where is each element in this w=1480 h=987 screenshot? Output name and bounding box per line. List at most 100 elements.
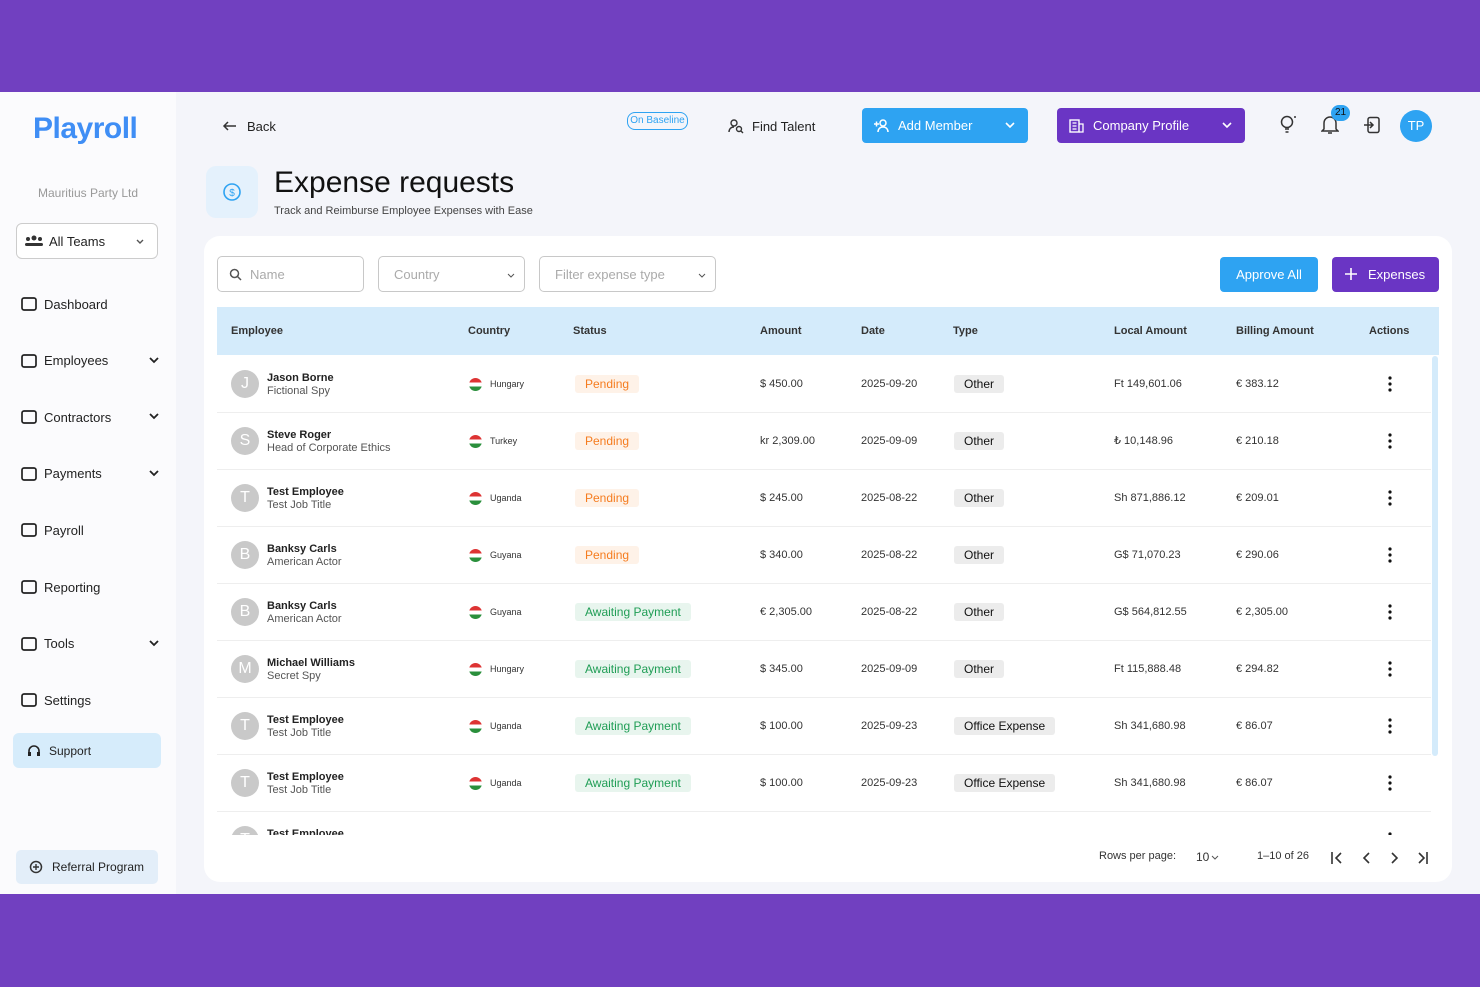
employee-name[interactable]: Banksy Carls <box>267 543 337 555</box>
status-pill: Pending <box>575 432 640 450</box>
prev-page[interactable] <box>1362 852 1370 864</box>
svg-text:$: $ <box>229 188 235 199</box>
chevron <box>136 239 144 244</box>
rows-per-page-label: Rows per page: <box>1099 850 1177 862</box>
date: 2025-09-09 <box>861 435 918 447</box>
company-profile-button[interactable]: Company Profile <box>1057 108 1245 143</box>
table-row: B Banksy Carls American Actor Guyana Pending… <box>217 527 1431 584</box>
tips-icon[interactable] <box>1278 114 1298 136</box>
table-row: T Test Employee Test Job Title Uganda Awaiti… <box>217 755 1431 812</box>
employee-name[interactable]: Michael Williams <box>267 657 355 669</box>
status-pill: Awaiting Payment <box>575 717 691 735</box>
company-icon <box>1069 119 1084 133</box>
nav-label: Payroll <box>44 522 84 538</box>
table-body: J Jason Borne Fictional Spy Hungary Pending $… <box>217 356 1431 835</box>
add-expense-label: Expenses <box>1368 267 1426 282</box>
column-header: Actions <box>1369 325 1410 337</box>
nav-item[interactable]: Dashboard <box>20 292 164 316</box>
row-actions[interactable] <box>1387 490 1393 506</box>
employee-name[interactable]: Test Employee <box>267 828 344 835</box>
table-row: T Test Employee Test Job Title Uganda Awaiti… <box>217 698 1431 755</box>
nav-icon <box>21 297 37 311</box>
nav-item[interactable]: Payroll <box>20 518 164 542</box>
amount: $ 450.00 <box>760 378 803 390</box>
scrollbar[interactable] <box>1432 356 1438 756</box>
billing-amount: € 210.18 <box>1236 435 1279 447</box>
employee-name[interactable]: Test Employee <box>267 486 344 498</box>
row-actions[interactable] <box>1387 547 1393 563</box>
employee-avatar: S <box>231 427 259 455</box>
type-select[interactable]: Filter expense type <box>539 256 716 292</box>
country-flag <box>469 435 482 448</box>
user-avatar[interactable]: TP <box>1400 110 1432 142</box>
nav-item[interactable]: Employees <box>20 349 164 373</box>
country-flag <box>469 777 482 790</box>
row-actions[interactable] <box>1387 718 1393 734</box>
support-button[interactable]: Support <box>13 733 161 768</box>
employee-job: American Actor <box>267 613 342 625</box>
sidebar: Playroll Mauritius Party Ltd All Teams D… <box>0 92 176 894</box>
employee-name[interactable]: Test Employee <box>267 714 344 726</box>
date: 2025-09-23 <box>861 720 918 732</box>
back-button[interactable]: Back <box>222 116 276 136</box>
nav-chevron[interactable] <box>148 356 160 365</box>
search-icon <box>229 268 242 281</box>
employee-name[interactable]: Steve Roger <box>267 429 332 441</box>
nav-label: Dashboard <box>44 296 108 312</box>
country-flag <box>469 378 482 391</box>
table-row: J Jason Borne Fictional Spy Hungary Pending $… <box>217 356 1431 413</box>
add-expense-button[interactable]: Expenses <box>1332 257 1439 292</box>
type-pill: Other <box>954 375 1005 393</box>
caret <box>698 273 706 278</box>
employee-name[interactable]: Test Employee <box>267 771 344 783</box>
next-page[interactable] <box>1391 852 1399 864</box>
name-search[interactable]: Name <box>217 256 364 292</box>
logo[interactable]: Playroll <box>33 112 138 145</box>
nav-item[interactable]: Contractors <box>20 405 164 429</box>
referral-button[interactable]: Referral Program <box>16 850 158 884</box>
row-actions[interactable] <box>1387 661 1393 677</box>
column-header: Amount <box>760 325 802 337</box>
nav-chevron[interactable] <box>148 470 160 478</box>
nav-chevron[interactable] <box>148 639 160 648</box>
employee-avatar: B <box>231 541 259 569</box>
type-pill: Other <box>954 489 1005 507</box>
employee-avatar: T <box>231 826 259 835</box>
billing-amount: € 209.01 <box>1236 492 1279 504</box>
team-icon <box>25 235 43 246</box>
country-select[interactable]: Country <box>378 256 525 292</box>
page-icon: $ <box>206 166 258 218</box>
employee-name[interactable]: Jason Borne <box>267 372 334 384</box>
team-select[interactable]: All Teams <box>16 223 158 259</box>
nav-item[interactable]: Payments <box>20 462 164 486</box>
status-pill: Awaiting Payment <box>575 660 691 678</box>
support-icon <box>28 745 40 756</box>
amount: $ 345.00 <box>760 663 803 675</box>
approve-all-button[interactable]: Approve All <box>1220 257 1318 292</box>
nav-item[interactable]: Tools <box>20 632 164 656</box>
nav-item[interactable]: Settings <box>20 688 164 712</box>
row-actions[interactable] <box>1387 775 1393 791</box>
baseline-badge: On Baseline <box>627 112 688 130</box>
employee-name[interactable]: Banksy Carls <box>267 600 337 612</box>
type-pill: Office Expense <box>954 774 1056 792</box>
logout-icon[interactable] <box>1363 116 1381 134</box>
row-actions[interactable] <box>1387 832 1393 835</box>
row-actions[interactable] <box>1387 604 1393 620</box>
row-actions[interactable] <box>1387 376 1393 392</box>
type-pill: Office Expense <box>954 717 1056 735</box>
local-amount: G$ 71,070.23 <box>1114 549 1181 561</box>
nav-item[interactable]: Reporting <box>20 575 164 599</box>
country-flag <box>469 720 482 733</box>
local-amount: Ft 115,888.48 <box>1114 663 1182 675</box>
status-pill: Pending <box>575 375 640 393</box>
nav-chevron[interactable] <box>148 413 160 421</box>
employee-job: Secret Spy <box>267 670 321 682</box>
row-actions[interactable] <box>1387 433 1393 449</box>
add-member-button[interactable]: Add Member <box>862 108 1028 143</box>
last-page[interactable] <box>1418 852 1428 864</box>
status-pill: Awaiting Payment <box>575 603 691 621</box>
find-talent-button[interactable]: Find Talent <box>728 116 815 136</box>
first-page[interactable] <box>1331 852 1342 864</box>
rows-per-page-select[interactable]: 10 <box>1196 850 1219 864</box>
